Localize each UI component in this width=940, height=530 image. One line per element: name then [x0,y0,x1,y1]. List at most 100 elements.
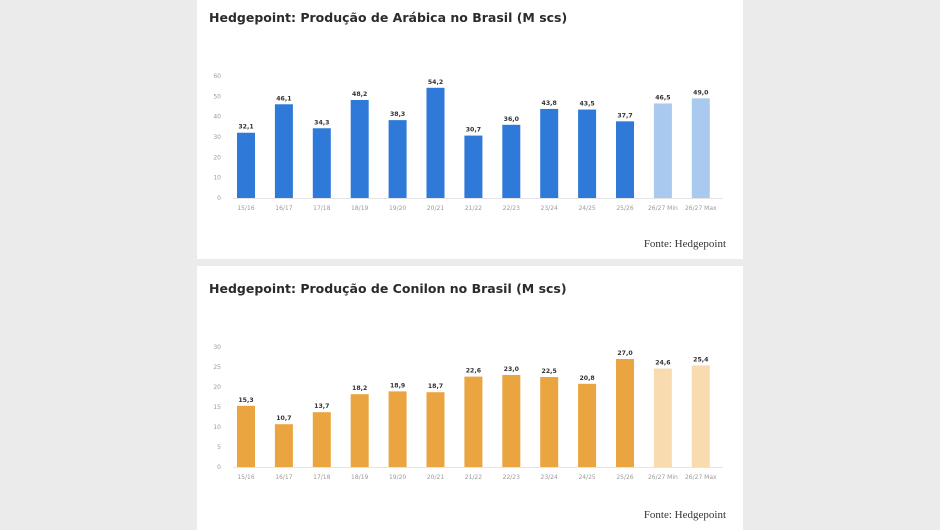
bar [578,383,597,467]
x-tick-label: 22/23 [503,474,520,481]
x-tick-label: 16/17 [275,205,292,212]
data-label: 10,7 [276,415,291,422]
x-tick-label: 26/27 Max [685,474,717,481]
chart-title: Hedgepoint: Produção de Conilon no Brasi… [209,281,567,296]
arabica-chart-panel: Hedgepoint: Produção de Arábica no Brasi… [197,0,743,259]
data-label: 37,7 [617,112,632,119]
y-tick-label: 30 [213,344,221,351]
data-label: 18,7 [428,383,443,390]
data-label: 54,2 [428,79,443,86]
bar [388,120,407,198]
data-label: 46,1 [276,95,291,102]
y-tick-label: 20 [213,384,221,391]
data-label: 48,2 [352,91,367,98]
data-label: 18,2 [352,385,367,392]
bar [502,124,521,198]
y-tick-label: 30 [213,134,221,141]
y-tick-label: 40 [213,114,221,121]
bar [540,377,559,467]
bar [653,368,672,467]
x-tick-label: 24/25 [578,205,595,212]
x-tick-label: 18/19 [351,474,368,481]
x-tick-label: 19/20 [389,205,406,212]
data-label: 49,0 [693,89,709,96]
bar [426,87,445,198]
x-tick-label: 26/27 Max [685,205,717,212]
x-tick-label: 20/21 [427,205,444,212]
y-tick-label: 10 [213,175,221,182]
conilon-chart-panel: Hedgepoint: Produção de Conilon no Brasi… [197,266,743,530]
y-tick-label: 50 [213,93,221,100]
chart-source: Fonte: Hedgepoint [643,238,726,250]
data-label: 20,8 [579,375,594,382]
y-tick-label: 5 [217,444,221,451]
y-tick-label: 0 [217,464,221,471]
bar [426,392,445,467]
bar [274,104,293,198]
data-label: 25,4 [693,356,709,363]
bar [388,391,407,467]
chart-title: Hedgepoint: Produção de Arábica no Brasi… [209,10,568,25]
data-label: 27,0 [617,350,633,357]
x-tick-label: 15/16 [237,474,254,481]
bar [237,132,255,198]
x-tick-label: 21/22 [465,474,482,481]
data-label: 46,5 [655,94,670,101]
y-tick-label: 25 [213,364,221,371]
data-label: 34,3 [314,119,329,126]
bar [464,376,483,467]
x-tick-label: 23/24 [541,205,558,212]
y-tick-label: 0 [217,195,221,202]
bar [616,121,634,198]
x-tick-label: 18/19 [351,205,368,212]
x-tick-label: 17/18 [313,205,330,212]
y-tick-label: 60 [213,73,221,80]
x-tick-label: 26/27 Min [648,205,678,212]
x-tick-label: 23/24 [541,474,558,481]
bar [691,98,710,198]
x-tick-label: 17/18 [313,474,330,481]
x-tick-label: 15/16 [237,205,254,212]
x-tick-label: 25/26 [616,205,633,212]
data-label: 24,6 [655,360,670,367]
bar [237,405,255,467]
data-label: 43,5 [579,101,594,108]
data-label: 23,0 [504,366,520,373]
x-tick-label: 26/27 Min [648,474,678,481]
chart-source: Fonte: Hedgepoint [643,509,726,521]
data-label: 18,9 [390,382,405,389]
data-label: 32,1 [238,124,253,131]
x-tick-label: 22/23 [503,205,520,212]
bar [350,394,369,467]
y-tick-label: 15 [213,404,221,411]
x-tick-label: 24/25 [578,474,595,481]
x-tick-label: 19/20 [389,474,406,481]
y-tick-label: 20 [213,154,221,161]
bar [616,359,634,467]
x-tick-label: 25/26 [616,474,633,481]
x-tick-label: 21/22 [465,205,482,212]
bar [350,99,369,198]
data-label: 38,3 [390,111,405,118]
data-label: 36,0 [504,116,520,123]
conilon-bar-chart: 0 5 10 15 20 25 30 15,3 15/16 10,7 16/17 13,7 17/18 1… [213,344,723,481]
data-label: 43,8 [542,100,557,107]
y-tick-label: 10 [213,424,221,431]
bar [502,375,521,467]
x-tick-label: 20/21 [427,474,444,481]
data-label: 30,7 [466,127,481,134]
data-label: 13,7 [314,403,329,410]
data-label: 22,6 [466,368,481,375]
x-tick-label: 16/17 [275,474,292,481]
bar [312,128,331,198]
arabica-bar-chart: 0 10 20 30 40 50 60 32,1 15/16 46,1 16/17 34,3 17/18… [213,73,723,212]
data-label: 22,5 [542,368,557,375]
bar [691,365,710,467]
bar [312,412,331,467]
bar [653,103,672,198]
bar [274,424,293,467]
data-label: 15,3 [238,397,253,404]
bar [540,108,559,198]
bar [464,135,483,198]
bar [578,109,597,198]
